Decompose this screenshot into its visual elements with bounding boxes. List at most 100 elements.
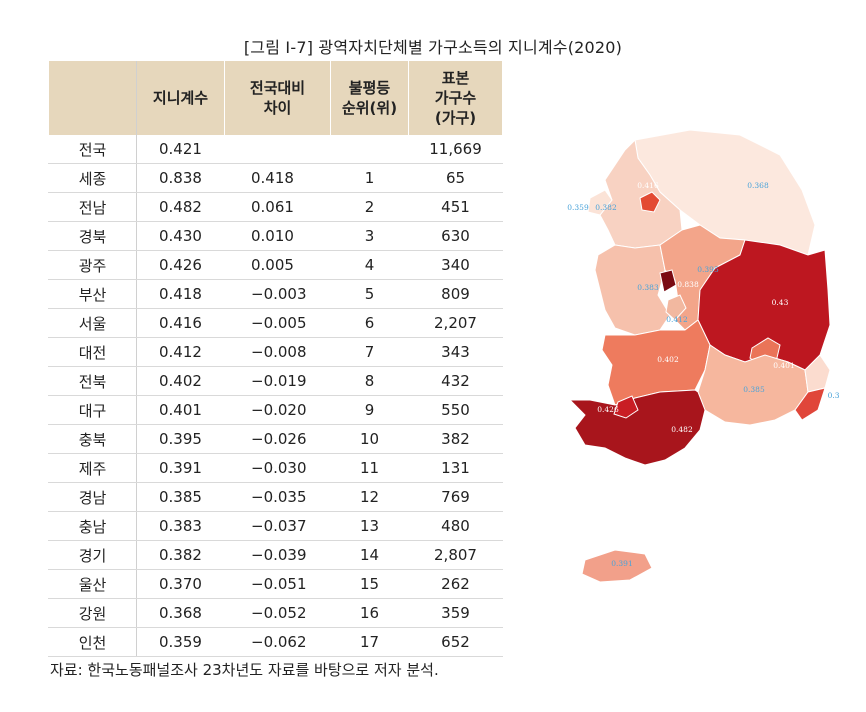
map-label-jeonbuk: 0.402 xyxy=(657,355,679,364)
table-row: 세종 0.838 0.418 1 65 xyxy=(48,163,503,193)
cell-samples: 11,669 xyxy=(408,135,503,164)
cell-diff: 0.061 xyxy=(224,192,331,222)
cell-diff: −0.039 xyxy=(224,540,331,570)
cell-rank: 4 xyxy=(330,250,409,280)
cell-gini: 0.383 xyxy=(136,511,225,541)
cell-gini: 0.395 xyxy=(136,424,225,454)
cell-gini: 0.391 xyxy=(136,453,225,483)
cell-diff: −0.062 xyxy=(224,627,331,657)
cell-region: 충남 xyxy=(48,511,137,541)
map-label-chungbuk: 0.395 xyxy=(697,265,719,274)
region-sejong xyxy=(659,269,677,293)
cell-rank: 11 xyxy=(330,453,409,483)
cell-diff: −0.030 xyxy=(224,453,331,483)
map-label-sejong: 0.838 xyxy=(677,280,699,289)
cell-samples: 480 xyxy=(408,511,503,541)
figure-title: [그림 Ⅰ-7] 광역자치단체별 가구소득의 지니계수(2020) xyxy=(243,38,623,57)
cell-gini: 0.401 xyxy=(136,395,225,425)
cell-samples: 2,207 xyxy=(408,308,503,338)
cell-gini: 0.385 xyxy=(136,482,225,512)
cell-samples: 343 xyxy=(408,337,503,367)
cell-region: 강원 xyxy=(48,598,137,628)
cell-samples: 432 xyxy=(408,366,503,396)
cell-diff: −0.052 xyxy=(224,598,331,628)
cell-rank: 3 xyxy=(330,221,409,251)
map-label-chungnam: 0.383 xyxy=(637,283,659,292)
cell-rank: 5 xyxy=(330,279,409,309)
map-label-daegu: 0.401 xyxy=(773,361,794,370)
table-row: 대전 0.412 −0.008 7 343 xyxy=(48,337,503,367)
table-row: 인천 0.359 −0.062 17 652 xyxy=(48,627,503,657)
map-label-gyeonggi: 0.382 xyxy=(595,203,617,212)
cell-rank: 12 xyxy=(330,482,409,512)
korea-gini-map: 0.382 0.416 0.359 0.368 0.395 0.383 0.838 0.412… xyxy=(567,130,840,583)
cell-region: 부산 xyxy=(48,279,137,309)
map-label-seoul: 0.416 xyxy=(637,181,659,190)
cell-rank: 16 xyxy=(330,598,409,628)
cell-gini: 0.430 xyxy=(136,221,225,251)
table-row: 충북 0.395 −0.026 10 382 xyxy=(48,424,503,454)
cell-region: 경북 xyxy=(48,221,137,251)
cell-gini: 0.359 xyxy=(136,627,225,657)
cell-rank: 10 xyxy=(330,424,409,454)
cell-diff: −0.020 xyxy=(224,395,331,425)
cell-diff: 0.418 xyxy=(224,163,331,193)
region-busan xyxy=(794,387,826,421)
cell-rank: 7 xyxy=(330,337,409,367)
cell-samples: 131 xyxy=(408,453,503,483)
table-row: 경남 0.385 −0.035 12 769 xyxy=(48,482,503,512)
cell-rank: 1 xyxy=(330,163,409,193)
cell-diff: −0.051 xyxy=(224,569,331,599)
cell-samples: 262 xyxy=(408,569,503,599)
cell-gini: 0.370 xyxy=(136,569,225,599)
table-row: 부산 0.418 −0.003 5 809 xyxy=(48,279,503,309)
cell-rank: 8 xyxy=(330,366,409,396)
cell-diff: −0.035 xyxy=(224,482,331,512)
region-jeju xyxy=(581,549,653,583)
table-row: 서울 0.416 −0.005 6 2,207 xyxy=(48,308,503,338)
gini-table: 지니계수 전국대비 차이 불평등 순위(위) 표본 가구수 (가구) 전국 0.421 11… xyxy=(48,61,503,657)
region-ulsan xyxy=(804,354,831,393)
map-label-gyeongbuk: 0.43 xyxy=(772,298,789,307)
table-row: 경기 0.382 −0.039 14 2,807 xyxy=(48,540,503,570)
cell-region: 전남 xyxy=(48,192,137,222)
cell-region: 전국 xyxy=(48,135,137,164)
table-row: 울산 0.370 −0.051 15 262 xyxy=(48,569,503,599)
map-label-jeonnam: 0.482 xyxy=(671,425,693,434)
col-header-samples: 표본 가구수 (가구) xyxy=(408,61,503,135)
cell-region: 제주 xyxy=(48,453,137,483)
cell-samples: 340 xyxy=(408,250,503,280)
table-row: 충남 0.383 −0.037 13 480 xyxy=(48,511,503,541)
cell-samples: 382 xyxy=(408,424,503,454)
cell-gini: 0.402 xyxy=(136,366,225,396)
region-daejeon xyxy=(665,294,687,321)
cell-gini: 0.482 xyxy=(136,192,225,222)
cell-region: 세종 xyxy=(48,163,137,193)
cell-gini: 0.426 xyxy=(136,250,225,280)
cell-rank xyxy=(330,135,409,164)
table-row: 광주 0.426 0.005 4 340 xyxy=(48,250,503,280)
map-label-jeju: 0.391 xyxy=(611,559,632,568)
cell-diff: −0.037 xyxy=(224,511,331,541)
map-label-gyeongnam: 0.385 xyxy=(743,385,765,394)
cell-gini: 0.382 xyxy=(136,540,225,570)
region-seoul xyxy=(639,191,661,213)
region-gwangju xyxy=(613,395,639,419)
map-label-gwangju: 0.426 xyxy=(597,405,619,414)
table-row: 전북 0.402 −0.019 8 432 xyxy=(48,366,503,396)
cell-samples: 769 xyxy=(408,482,503,512)
region-chungnam xyxy=(594,244,671,336)
cell-diff xyxy=(224,135,331,164)
cell-gini: 0.418 xyxy=(136,279,225,309)
cell-rank: 14 xyxy=(330,540,409,570)
cell-diff: −0.026 xyxy=(224,424,331,454)
cell-gini: 0.416 xyxy=(136,308,225,338)
cell-samples: 65 xyxy=(408,163,503,193)
cell-gini: 0.412 xyxy=(136,337,225,367)
cell-region: 충북 xyxy=(48,424,137,454)
col-header-rank: 불평등 순위(위) xyxy=(330,61,409,135)
cell-gini: 0.368 xyxy=(136,598,225,628)
cell-gini: 0.421 xyxy=(136,135,225,164)
cell-diff: −0.005 xyxy=(224,308,331,338)
map-label-incheon: 0.359 xyxy=(567,203,589,212)
